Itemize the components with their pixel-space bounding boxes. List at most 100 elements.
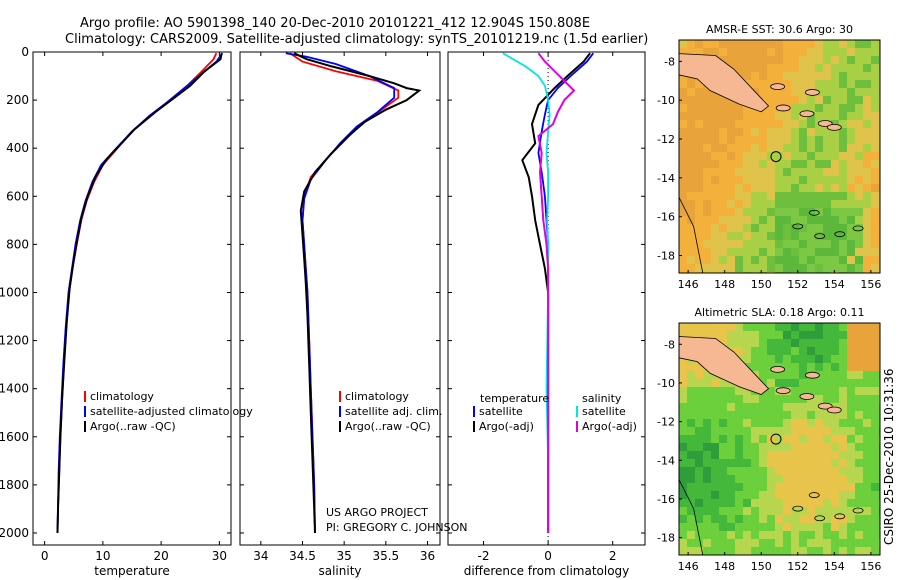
legend-entry: Argo(..raw -QC) xyxy=(345,420,431,433)
plot-frame xyxy=(32,51,232,546)
legend-entry: satellite adj. clim. xyxy=(345,405,442,418)
map-y-tick-label: -10 xyxy=(657,377,675,390)
header-line1: Argo profile: AO 5901398_140 20-Dec-2010… xyxy=(80,16,590,31)
map-x-tick-label: 150 xyxy=(751,278,772,291)
island xyxy=(799,393,815,400)
island xyxy=(770,365,786,373)
island xyxy=(826,123,842,131)
map-frame xyxy=(678,322,881,556)
legend-entry: climatology xyxy=(345,390,409,403)
map-title: AMSR-E SST: 30.6 Argo: 30 xyxy=(706,23,853,36)
x-tick-label: -2 xyxy=(478,549,490,563)
x-tick-label: 0 xyxy=(544,549,552,563)
reef-outline xyxy=(852,225,864,232)
map-x-tick-label: 154 xyxy=(824,560,845,573)
heatmap-cells xyxy=(679,40,880,273)
x-tick-label: 10 xyxy=(95,549,110,563)
y-tick-label: 1800 xyxy=(0,478,29,492)
legend-entry: satellite xyxy=(479,405,523,418)
map-x-tick-label: 156 xyxy=(860,278,881,291)
map-y-tick-label: -12 xyxy=(657,133,675,146)
map-y-tick-label: -10 xyxy=(657,94,675,107)
map-y-tick-label: -16 xyxy=(657,493,675,506)
annotation-project: US ARGO PROJECT xyxy=(326,506,428,519)
legend-entry: satellite xyxy=(582,405,626,418)
legend-title-temperature: temperature xyxy=(480,392,549,405)
y-tick-label: 1200 xyxy=(0,334,29,348)
map-y-tick-label: -14 xyxy=(657,172,675,185)
map-y-tick-label: -16 xyxy=(657,211,675,224)
plot-frame xyxy=(239,51,441,546)
map-y-tick-label: -18 xyxy=(657,250,675,263)
temperature-panel: 0 10 20 30 temperature 0 200 400 600 800 1000 1200 1… xyxy=(0,45,253,578)
island xyxy=(799,110,815,118)
island xyxy=(804,89,820,96)
y-tick-label: 800 xyxy=(6,237,29,251)
map-y-tick-label: -8 xyxy=(664,55,675,68)
reef-outline xyxy=(814,515,826,522)
series-line xyxy=(56,53,223,534)
map-frame xyxy=(678,39,881,274)
reef-outline xyxy=(814,233,826,240)
series-line xyxy=(537,52,595,533)
salinity-panel: 34 34.5 35 35.5 36 salinity climatology satelli… xyxy=(239,51,467,578)
island xyxy=(826,406,842,414)
argo-position-marker xyxy=(770,151,782,163)
legend-title-salinity: salinity xyxy=(582,392,622,405)
map-x-tick-label: 148 xyxy=(714,560,735,573)
x-tick-label: 34.5 xyxy=(289,549,316,563)
map-x-tick-label: 150 xyxy=(751,560,772,573)
x-axis-label: difference from climatology xyxy=(464,564,630,578)
reef-outline xyxy=(808,492,820,498)
y-tick-label: 1600 xyxy=(0,430,29,444)
series-line xyxy=(521,52,591,533)
legend-entry: climatology xyxy=(90,390,154,403)
reef-outline xyxy=(834,231,846,238)
y-tick-label: 2000 xyxy=(0,526,29,540)
map-x-tick-label: 156 xyxy=(860,560,881,573)
legend-entry: Argo(..raw -QC) xyxy=(90,420,176,433)
legend-entry: Argo(-adj) xyxy=(582,420,637,433)
annotation-pi: PI: GREGORY C. JOHNSON xyxy=(326,521,467,534)
series-line xyxy=(285,52,396,534)
y-tick-label: 1400 xyxy=(0,382,29,396)
map-y-tick-label: -12 xyxy=(657,416,675,429)
map-y-tick-label: -8 xyxy=(664,338,675,351)
sla-map-panel: 146 148 150 152 154 156 -8 -10 -12 -14 -16 -18 Altim… xyxy=(657,306,881,573)
map-x-tick-label: 146 xyxy=(678,278,699,291)
x-tick-label: 0 xyxy=(41,549,49,563)
island xyxy=(817,402,833,410)
island xyxy=(775,387,791,395)
x-axis-label: temperature xyxy=(94,564,169,578)
map-x-tick-label: 152 xyxy=(787,560,808,573)
reef-outline xyxy=(834,513,846,520)
reef-outline xyxy=(852,507,864,514)
legend-entry: Argo(-adj) xyxy=(479,420,534,433)
reef-outline xyxy=(792,505,804,512)
coastline xyxy=(679,479,704,555)
map-x-tick-label: 146 xyxy=(678,560,699,573)
map-title: Altimetric SLA: 0.18 Argo: 0.11 xyxy=(694,306,864,319)
reef-outline xyxy=(792,223,804,230)
heatmap-cells xyxy=(679,323,880,555)
x-tick-label: 35 xyxy=(337,549,352,563)
y-tick-label: 1000 xyxy=(0,285,29,299)
island xyxy=(770,83,786,90)
series-line xyxy=(56,52,218,534)
island xyxy=(817,120,833,127)
map-x-tick-label: 148 xyxy=(714,278,735,291)
x-tick-label: 20 xyxy=(153,549,168,563)
map-y-tick-label: -18 xyxy=(657,532,675,545)
island xyxy=(775,104,791,112)
land-new-guinea xyxy=(679,53,770,113)
plot-frame xyxy=(447,51,646,546)
side-timestamp: CSIRO 25-Dec-2010 10:31:36 xyxy=(882,368,896,545)
sst-map-panel: 146 148 150 152 154 156 -8 -10 -12 -14 -16 -18 AMSR-… xyxy=(657,23,881,291)
land-new-guinea xyxy=(679,336,770,395)
reef-outline xyxy=(808,209,820,216)
legend-entry: satellite-adjusted climatology xyxy=(90,405,253,418)
x-axis-label: salinity xyxy=(318,564,361,578)
y-tick-label: 200 xyxy=(6,93,29,107)
x-tick-label: 36 xyxy=(420,549,435,563)
